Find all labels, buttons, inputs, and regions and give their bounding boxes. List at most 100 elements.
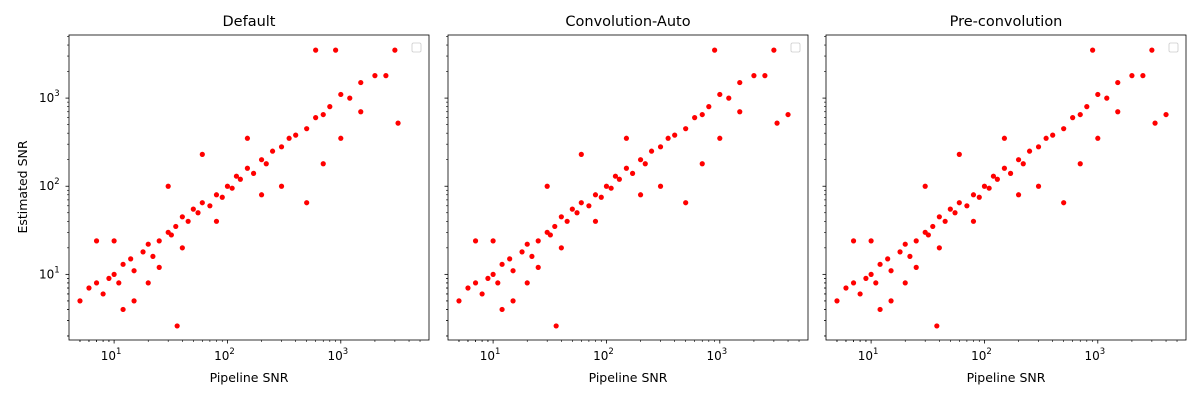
data-point-0-62 — [1077, 161, 1083, 167]
data-point-0-10 — [140, 249, 146, 255]
data-point-0-17 — [558, 214, 564, 220]
data-point-0-6 — [873, 280, 879, 286]
data-point-0-35 — [1043, 135, 1049, 141]
data-point-0-1 — [465, 285, 471, 291]
data-point-0-4 — [485, 275, 491, 281]
data-point-0-8 — [885, 256, 891, 262]
data-point-0-54 — [934, 323, 940, 329]
data-point-0-31 — [637, 157, 644, 163]
data-point-0-32 — [263, 161, 269, 167]
data-point-0-32 — [642, 161, 648, 167]
data-point-0-40 — [327, 104, 333, 110]
data-point-0-40 — [1084, 104, 1090, 110]
data-point-0-66 — [1163, 111, 1169, 118]
data-point-0-4 — [106, 275, 112, 281]
x-tick-label: 103 — [706, 347, 727, 363]
data-point-0-59 — [258, 192, 265, 198]
data-point-0-41 — [717, 91, 723, 98]
x-tick-label: 102 — [593, 347, 614, 363]
data-point-0-25 — [603, 183, 610, 189]
y-tick-label: 103 — [39, 89, 60, 105]
data-point-0-6 — [495, 280, 501, 286]
subplot-default: Default 101 102 103 101 102 103 Pipeline SNR… — [15, 14, 430, 385]
x-tick-label: 103 — [327, 347, 348, 363]
data-point-0-45 — [1140, 73, 1146, 79]
data-point-0-15 — [168, 232, 174, 238]
data-point-0-30 — [629, 170, 636, 176]
data-point-0-57 — [213, 218, 220, 224]
x-ticks: 101 102 103 — [458, 340, 800, 363]
data-point-0-22 — [586, 203, 592, 209]
data-point-0-1 — [843, 285, 849, 291]
data-point-0-18 — [942, 218, 948, 224]
x-axis-label: Pipeline SNR — [210, 370, 289, 385]
data-point-0-8 — [507, 256, 513, 262]
data-point-0-52 — [913, 264, 919, 270]
x-ticks: 101 102 103 — [836, 340, 1178, 363]
data-point-0-31 — [1015, 157, 1022, 163]
data-point-0-62 — [320, 161, 326, 167]
subplot-convolution-auto: Convolution-Auto 101 102 103 Pipeline SNR — [444, 14, 809, 385]
data-point-0-36 — [293, 132, 299, 138]
data-point-0-23 — [970, 192, 977, 198]
data-point-0-15 — [547, 232, 553, 238]
data-point-0-21 — [578, 200, 584, 206]
data-point-0-25 — [981, 183, 988, 189]
data-point-0-39 — [1077, 111, 1083, 118]
data-point-0-61 — [1061, 200, 1067, 206]
data-point-0-58 — [623, 135, 630, 141]
data-point-0-67 — [1090, 47, 1096, 53]
data-point-0-59 — [1015, 192, 1022, 198]
data-point-0-7 — [499, 261, 505, 267]
data-point-0-49 — [877, 306, 883, 313]
data-point-0-0 — [77, 298, 83, 304]
data-point-0-54 — [174, 323, 180, 329]
data-point-0-28 — [994, 176, 1000, 182]
x-tick-label: 103 — [1084, 347, 1105, 363]
data-point-0-32 — [1020, 161, 1026, 167]
data-point-0-20 — [952, 210, 958, 216]
x-axis-label: Pipeline SNR — [967, 370, 1046, 385]
data-point-0-49 — [120, 306, 126, 313]
legend-box — [1168, 42, 1179, 53]
subplot-pre-convolution: Pre-convolution 101 102 103 Pipeline SNR — [822, 14, 1187, 385]
data-point-0-20 — [574, 210, 580, 216]
data-point-0-23 — [213, 192, 220, 198]
data-point-0-16 — [552, 223, 558, 230]
data-point-0-26 — [608, 185, 614, 191]
data-point-0-35 — [665, 135, 671, 141]
data-point-0-29 — [244, 165, 251, 171]
data-point-0-65 — [1152, 120, 1158, 126]
data-point-0-18 — [564, 218, 570, 224]
data-point-0-42 — [1104, 95, 1110, 101]
data-point-0-16 — [930, 223, 936, 230]
data-point-0-61 — [304, 200, 310, 206]
data-point-0-65 — [395, 120, 401, 126]
x-tick-label: 102 — [214, 347, 235, 363]
data-point-0-16 — [173, 223, 179, 230]
data-point-0-33 — [269, 148, 276, 154]
data-point-0-42 — [347, 95, 353, 101]
data-point-0-3 — [857, 291, 863, 297]
data-point-0-56 — [578, 151, 584, 157]
data-point-0-2 — [472, 280, 479, 286]
data-point-0-62 — [699, 161, 705, 167]
axes-frame — [447, 34, 809, 341]
data-point-0-60 — [1035, 183, 1042, 189]
data-point-0-63 — [338, 135, 344, 141]
x-tick-label: 101 — [101, 347, 122, 363]
data-point-0-66 — [313, 47, 319, 53]
data-point-0-7 — [120, 261, 126, 267]
data-point-0-41 — [338, 91, 344, 98]
x-tick-label: 101 — [480, 347, 501, 363]
data-point-0-47 — [93, 238, 100, 244]
data-point-0-30 — [1007, 170, 1014, 176]
data-point-0-60 — [657, 183, 664, 189]
data-point-0-8 — [128, 256, 134, 262]
scatter-points — [456, 47, 791, 329]
data-point-0-49 — [499, 306, 505, 313]
data-point-0-0 — [456, 298, 462, 304]
data-point-0-61 — [683, 200, 689, 206]
data-point-0-4 — [863, 275, 869, 281]
